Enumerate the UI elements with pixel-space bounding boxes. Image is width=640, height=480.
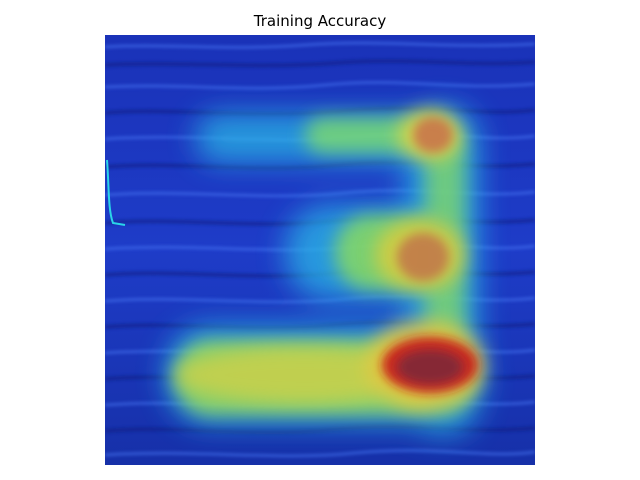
heat-peaks bbox=[382, 117, 478, 393]
figure-title: Training Accuracy bbox=[253, 12, 387, 30]
heatmap-overlay-image bbox=[105, 35, 535, 465]
heatmap-image bbox=[105, 35, 535, 465]
edge-line bbox=[106, 159, 126, 226]
